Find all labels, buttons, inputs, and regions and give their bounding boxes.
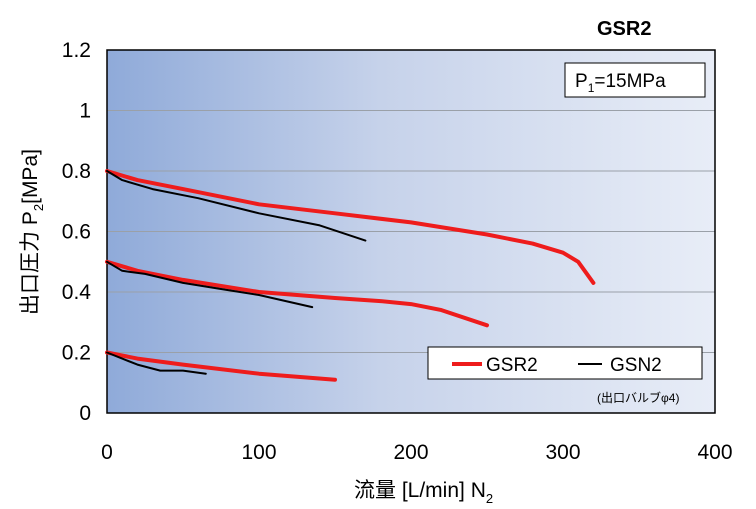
y-axis-label-sub: 2	[31, 204, 46, 211]
legend: GSR2 GSN2	[427, 346, 703, 380]
x-tick-label: 400	[697, 441, 732, 464]
x-tick-labels: 0 100 200 300 400	[101, 441, 732, 464]
series-gsr2-line-2	[105, 259, 489, 328]
x-axis-label-sub: 2	[486, 491, 493, 506]
series-gsn2-line-2	[106, 260, 314, 309]
plot-border	[106, 49, 716, 414]
legend-label-gsn2: GSN2	[610, 355, 662, 376]
inset-label-text: P1=15MPa	[575, 71, 666, 95]
y-axis-label-main: 出口圧力 P	[19, 211, 42, 315]
inset-label: P1=15MPa	[564, 62, 706, 98]
chart-note: (出口バルブφ4)	[597, 390, 679, 405]
x-axis-label-main: 流量 [L/min] N	[354, 479, 486, 502]
y-tick-label: 0.6	[62, 221, 91, 244]
y-tick-label: 0.2	[62, 342, 91, 365]
series-gsn2-line-1	[106, 170, 367, 242]
inset-label-main: P	[575, 71, 588, 92]
x-tick-label: 200	[393, 441, 428, 464]
y-axis-label: 出口圧力 P2[MPa]	[19, 149, 46, 315]
y-axis-label-unit: [MPa]	[19, 149, 42, 204]
inset-label-box	[564, 62, 706, 98]
x-axis-label: 流量 [L/min] N2	[354, 479, 493, 506]
inset-label-sub: 1	[588, 81, 595, 95]
y-tick-label: 1.2	[62, 39, 91, 62]
series-gsr2-line-1	[105, 169, 596, 285]
x-tick-label: 0	[101, 441, 113, 464]
legend-label-gsr2: GSR2	[486, 355, 538, 376]
series-group	[105, 169, 596, 382]
y-tick-label: 1	[79, 100, 91, 123]
x-tick-label: 300	[545, 441, 580, 464]
inset-label-rest: =15MPa	[594, 71, 666, 92]
y-tick-label: 0.4	[62, 281, 92, 304]
x-tick-label: 100	[241, 441, 276, 464]
y-tick-label: 0.8	[62, 160, 91, 183]
series-gsn2-line-3	[106, 351, 207, 375]
series-gsr2-line-3	[105, 350, 337, 382]
chart-title: GSR2	[597, 18, 651, 40]
y-tick-label: 0	[79, 402, 91, 425]
y-tick-labels: 0 0.2 0.4 0.6 0.8 1 1.2	[62, 39, 92, 425]
